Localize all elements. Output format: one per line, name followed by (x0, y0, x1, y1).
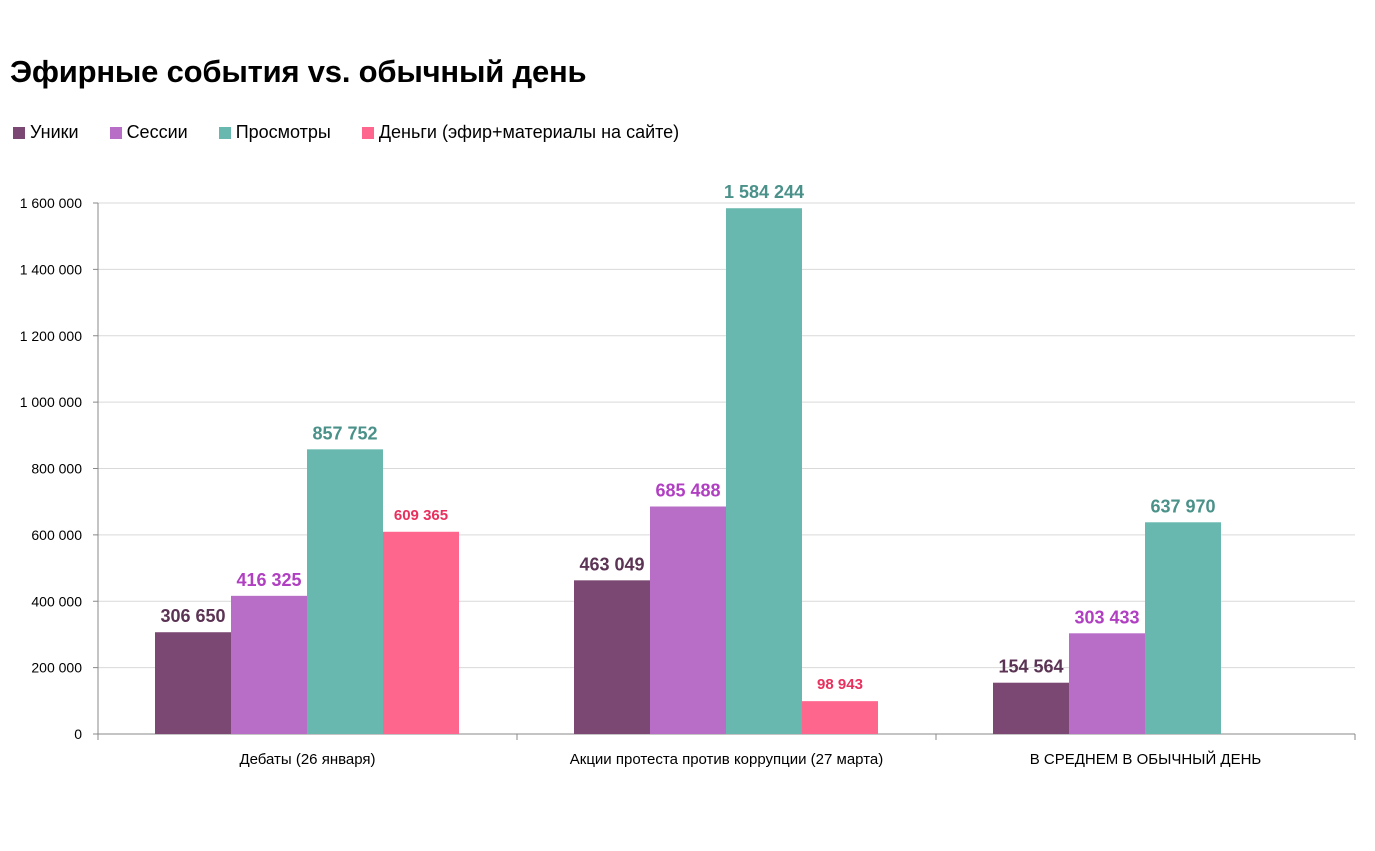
bar-views (726, 208, 802, 735)
x-category-label: В СРЕДНЕМ В ОБЫЧНЫЙ ДЕНЬ (1030, 750, 1262, 768)
data-label-sessions: 416 325 (236, 570, 301, 590)
data-label-uniques: 306 650 (160, 606, 225, 626)
legend-label-sessions: Сессии (126, 122, 188, 142)
bar-views (307, 449, 383, 734)
y-tick-label: 1 000 000 (20, 394, 82, 410)
legend-item-uniques: Уники (13, 122, 79, 143)
data-label-sessions: 303 433 (1074, 607, 1139, 627)
legend-label-views: Просмотры (235, 122, 331, 142)
y-tick-label: 200 000 (31, 660, 82, 676)
y-tick-label: 1 200 000 (20, 328, 82, 344)
legend-label-money: Деньги (эфир+материалы на сайте) (378, 122, 680, 142)
y-tick-label: 1 600 000 (20, 195, 82, 211)
data-label-money: 98 943 (817, 676, 863, 693)
chart-legend: Уники Сессии Просмотры Деньги (эфир+мате… (13, 122, 710, 143)
legend-label-uniques: Уники (30, 122, 79, 142)
legend-item-money: Деньги (эфир+материалы на сайте) (361, 122, 680, 143)
y-tick-label: 600 000 (31, 527, 82, 543)
y-tick-label: 800 000 (31, 461, 82, 477)
legend-item-sessions: Сессии (109, 122, 188, 143)
x-category-label: Акции протеста против коррупции (27 март… (570, 751, 883, 768)
data-label-views: 637 970 (1150, 496, 1215, 516)
bar-views (1145, 522, 1221, 734)
bar-uniques (155, 632, 231, 734)
bar-uniques (574, 580, 650, 734)
y-tick-label: 1 400 000 (20, 261, 82, 277)
y-tick-label: 0 (74, 726, 82, 742)
bar-sessions (650, 506, 726, 734)
data-label-uniques: 154 564 (998, 657, 1063, 677)
bar-uniques (993, 682, 1069, 734)
data-label-uniques: 463 049 (579, 554, 644, 574)
bar-money (802, 701, 878, 734)
data-label-views: 1 584 244 (724, 182, 804, 202)
legend-swatch-money (361, 126, 374, 139)
data-label-views: 857 752 (312, 423, 377, 443)
x-category-label: Дебаты (26 января) (239, 751, 375, 768)
bar-money (383, 531, 459, 734)
bar-sessions (231, 595, 307, 734)
data-label-sessions: 685 488 (655, 481, 720, 501)
chart-title: Эфирные события vs. обычный день (10, 54, 587, 89)
bar-sessions (1069, 633, 1145, 734)
legend-swatch-uniques (13, 126, 25, 139)
legend-swatch-sessions (109, 126, 122, 139)
legend-item-views: Просмотры (218, 122, 331, 143)
y-tick-label: 400 000 (31, 593, 82, 609)
data-label-money: 609 365 (394, 507, 448, 524)
legend-swatch-views (218, 126, 231, 139)
